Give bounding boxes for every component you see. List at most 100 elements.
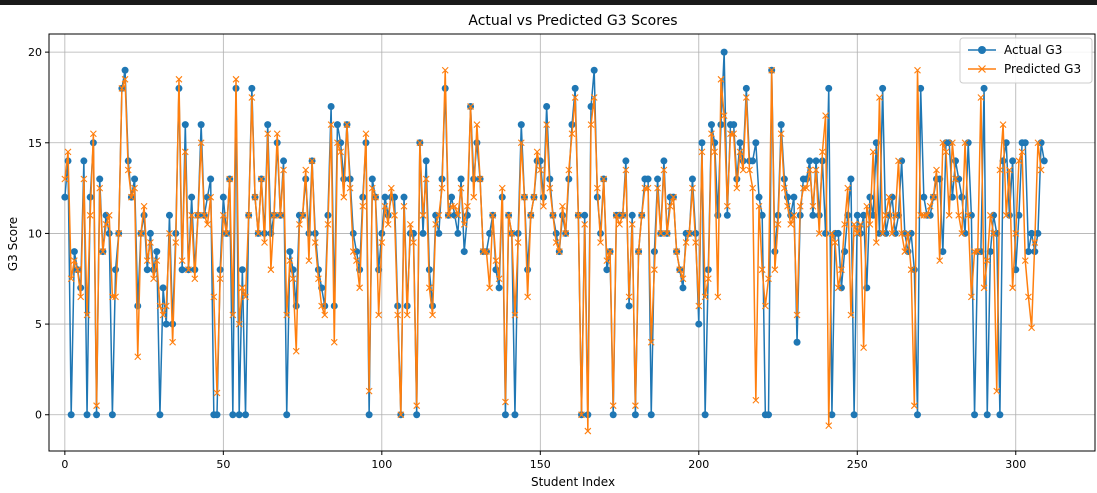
data-point	[628, 220, 636, 228]
data-point	[359, 202, 367, 210]
data-point	[692, 239, 700, 246]
data-point	[454, 229, 462, 237]
data-point	[809, 211, 817, 219]
data-point	[866, 193, 874, 201]
data-point	[590, 94, 598, 101]
data-point	[742, 84, 750, 92]
data-point	[990, 230, 997, 237]
data-point	[406, 220, 414, 228]
ticks: 0 50 100 150 200 250 300 0 5 10 15 20	[28, 46, 1026, 471]
data-point	[714, 293, 722, 301]
data-point	[197, 139, 205, 147]
data-point	[334, 139, 341, 147]
data-point	[1028, 324, 1035, 332]
data-point	[698, 148, 706, 156]
data-point	[353, 257, 360, 265]
data-point	[131, 175, 139, 183]
data-point	[327, 103, 335, 111]
data-point	[124, 166, 132, 174]
data-point	[238, 266, 246, 274]
data-point	[888, 230, 896, 237]
data-point	[606, 248, 614, 255]
data-point	[121, 66, 129, 74]
data-point	[996, 166, 1004, 174]
data-point	[980, 84, 988, 92]
y-tick-label: 10	[28, 227, 42, 240]
data-point	[172, 239, 180, 246]
data-point	[470, 193, 478, 201]
data-point	[904, 230, 912, 237]
data-point	[264, 121, 272, 129]
data-point	[479, 248, 487, 255]
data-point	[670, 193, 677, 201]
data-point	[400, 193, 408, 201]
data-point	[581, 211, 589, 219]
data-point	[410, 239, 417, 246]
data-point	[422, 175, 430, 183]
data-point	[356, 284, 364, 292]
data-point	[460, 220, 468, 228]
data-point	[467, 103, 474, 110]
data-point	[822, 229, 830, 237]
data-point	[860, 344, 868, 352]
data-point	[917, 84, 925, 92]
data-point	[622, 166, 630, 174]
data-point	[235, 411, 243, 419]
data-point	[137, 230, 145, 237]
data-point	[321, 311, 329, 319]
data-point	[891, 211, 899, 219]
data-point	[1018, 148, 1026, 156]
data-point	[527, 211, 535, 219]
data-point	[635, 248, 642, 255]
data-point	[372, 193, 379, 201]
data-point	[879, 84, 887, 92]
data-point	[384, 220, 392, 228]
data-point	[362, 130, 370, 138]
data-point	[638, 211, 646, 219]
data-point	[812, 157, 820, 165]
y-tick-label: 15	[28, 137, 42, 150]
data-point	[308, 157, 316, 165]
data-point	[524, 293, 532, 301]
data-point	[147, 239, 154, 246]
data-point	[654, 175, 662, 183]
data-point	[628, 211, 636, 219]
data-point	[425, 284, 433, 292]
x-tick-label: 50	[216, 458, 230, 471]
data-point	[498, 184, 506, 192]
data-point	[327, 121, 335, 129]
data-point	[96, 175, 104, 183]
data-point	[689, 184, 696, 192]
data-point	[457, 175, 465, 183]
data-point	[679, 284, 687, 292]
data-point	[952, 175, 959, 183]
data-point	[245, 211, 253, 219]
data-point	[1021, 257, 1029, 265]
data-point	[806, 166, 814, 174]
data-point	[1015, 157, 1023, 165]
data-point	[489, 211, 497, 219]
data-point	[1009, 284, 1016, 292]
data-point	[413, 402, 421, 410]
data-point	[777, 121, 785, 129]
data-point	[717, 75, 725, 83]
grid	[49, 34, 1095, 451]
data-point	[501, 411, 509, 419]
data-point	[140, 202, 148, 210]
data-point	[790, 193, 798, 201]
data-point	[64, 148, 72, 156]
data-point	[825, 422, 833, 430]
data-point	[793, 338, 801, 346]
data-point	[178, 257, 186, 265]
data-point	[771, 266, 779, 274]
y-tick-label: 5	[35, 318, 42, 331]
data-point	[980, 284, 988, 292]
data-point	[993, 387, 1001, 395]
data-point	[213, 411, 221, 419]
data-point	[730, 130, 738, 138]
data-point	[93, 402, 100, 410]
data-point	[866, 220, 874, 228]
data-point	[80, 157, 88, 165]
data-point	[413, 411, 421, 419]
data-point	[964, 211, 972, 219]
